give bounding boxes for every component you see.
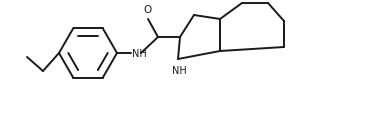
Text: O: O xyxy=(143,5,151,15)
Text: NH: NH xyxy=(172,65,186,75)
Text: NH: NH xyxy=(132,49,147,59)
